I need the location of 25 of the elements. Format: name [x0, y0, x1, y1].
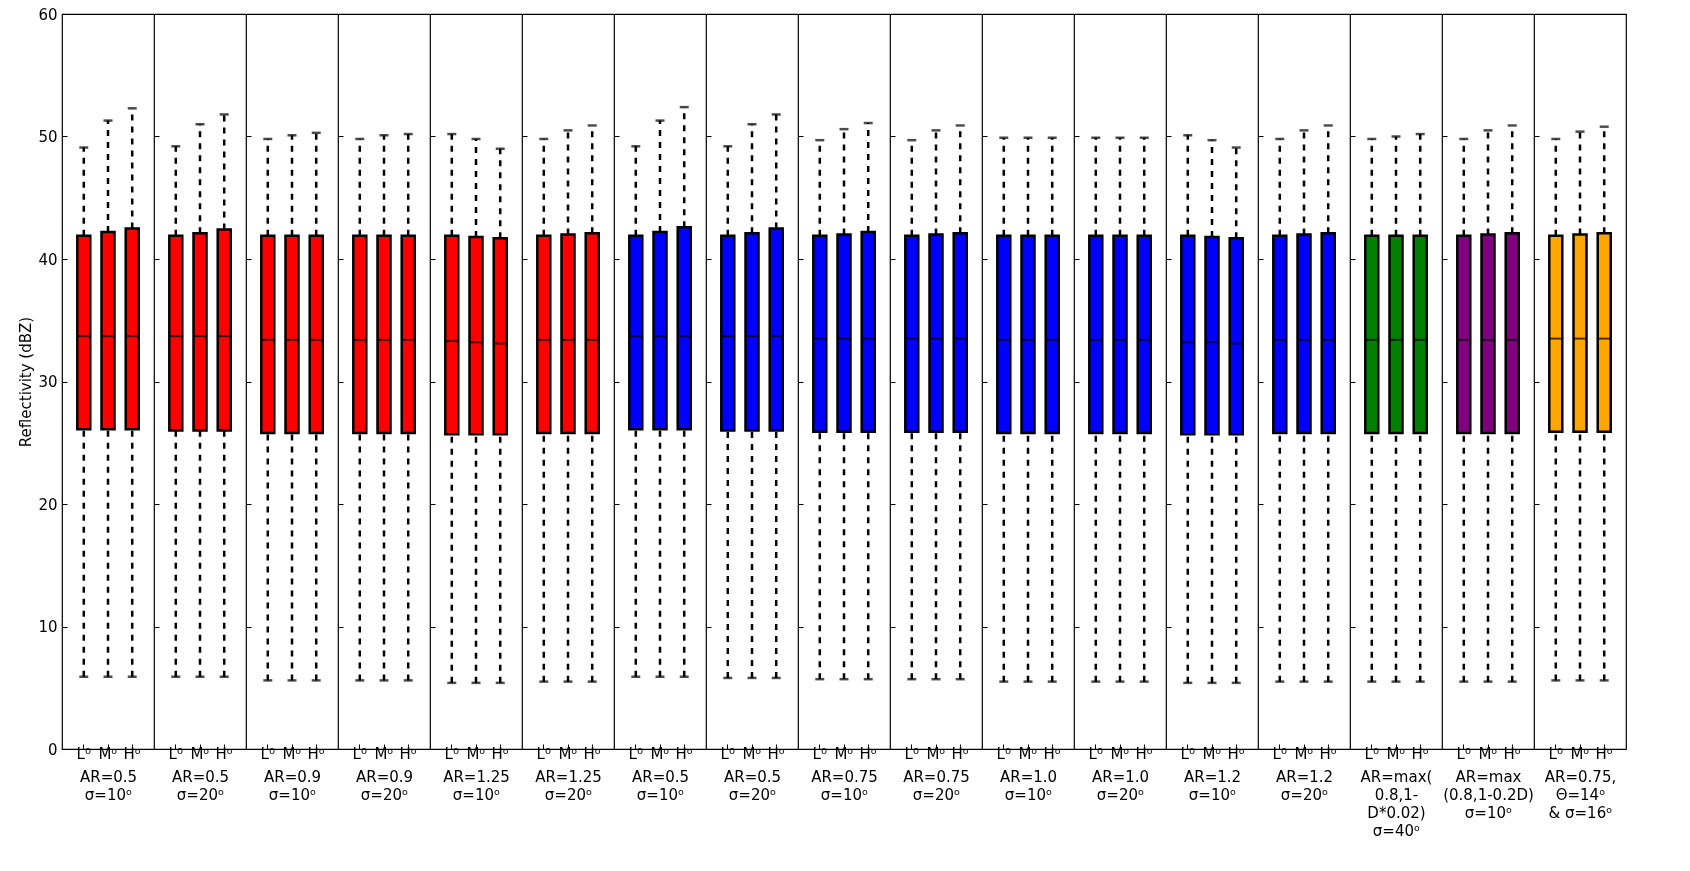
x-axis-title: AR=0.9 σ=10ᵒ	[263, 767, 322, 804]
x-axis-title: AR=1.2 σ=20ᵒ	[1275, 767, 1334, 804]
x-axis-title: AR=0.75, Θ=14ᵒ & σ=16ᵒ	[1544, 767, 1617, 822]
x-axis-title: AR=1.0 σ=10ᵒ	[999, 767, 1058, 804]
x-axis-title: AR=1.0 σ=20ᵒ	[1091, 767, 1150, 804]
y-tick-label: 0	[47, 740, 58, 759]
y-tick-label: 30	[38, 373, 58, 391]
x-axis-title: AR=0.75 σ=10ᵒ	[811, 767, 878, 804]
x-axis-title: AR=max (0.8,1-0.2D) σ=10ᵒ	[1443, 767, 1534, 822]
x-axis-title: AR=1.25 σ=20ᵒ	[535, 767, 602, 804]
y-axis-title: Reflectivity (dBZ)	[17, 316, 36, 448]
x-axis-title: AR=0.5 σ=10ᵒ	[631, 767, 690, 804]
x-axis-title: AR=0.75 σ=20ᵒ	[903, 767, 970, 804]
x-axis-title: AR=max( 0.8,1- D*0.02) σ=40ᵒ	[1360, 767, 1433, 840]
y-tick-label: 50	[38, 128, 58, 146]
y-tick-label: 60	[38, 5, 58, 24]
x-axis-title: AR=0.9 σ=20ᵒ	[355, 767, 414, 804]
y-tick-label: 10	[38, 618, 58, 636]
x-axis-title: AR=1.25 σ=10ᵒ	[443, 767, 510, 804]
x-axis-title: AR=0.5 σ=10ᵒ	[79, 767, 138, 804]
x-axis-title: AR=0.5 σ=20ᵒ	[723, 767, 782, 804]
y-tick-label: 40	[38, 250, 58, 269]
y-tick-label: 20	[38, 495, 58, 514]
x-axis-title: AR=1.2 σ=10ᵒ	[1183, 767, 1242, 804]
x-axis-title: AR=0.5 σ=20ᵒ	[171, 767, 230, 804]
